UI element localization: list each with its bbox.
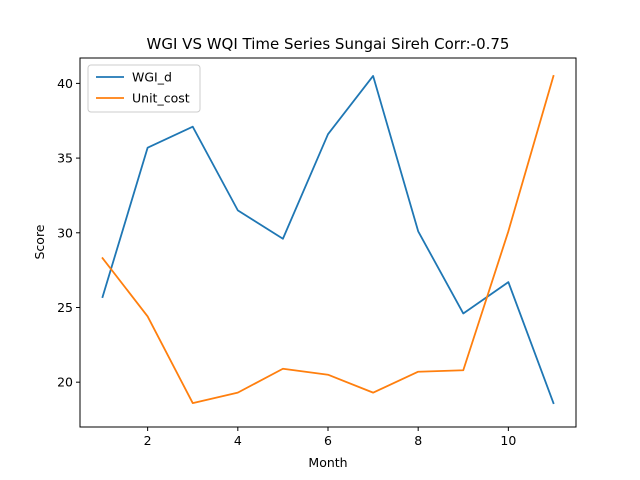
x-tick-label: 4 <box>234 433 242 448</box>
series-line-wgi-d <box>101 75 555 405</box>
plot-area: 2 4 6 8 10 20 25 30 35 40 <box>57 57 577 448</box>
x-tick-label: 2 <box>144 433 152 448</box>
y-tick-label: 25 <box>57 300 73 315</box>
x-tick-label: 10 <box>500 433 516 448</box>
y-tick-label: 35 <box>57 151 73 166</box>
y-axis-label: Score <box>32 224 47 259</box>
x-tick-label: 6 <box>324 433 332 448</box>
y-tick-label: 30 <box>57 225 73 240</box>
legend-label-unit-cost: Unit_cost <box>132 91 190 106</box>
legend-label-wgi-d: WGI_d <box>132 70 172 85</box>
y-tick-label: 40 <box>57 76 73 91</box>
y-tick-label: 20 <box>57 375 73 390</box>
series-line-unit-cost <box>101 74 555 405</box>
x-tick-label: 8 <box>414 433 422 448</box>
legend: WGI_d Unit_cost <box>87 64 201 113</box>
x-axis-label: Month <box>308 455 347 470</box>
chart-title: WGI VS WQI Time Series Sungai Sireh Corr… <box>147 35 510 53</box>
